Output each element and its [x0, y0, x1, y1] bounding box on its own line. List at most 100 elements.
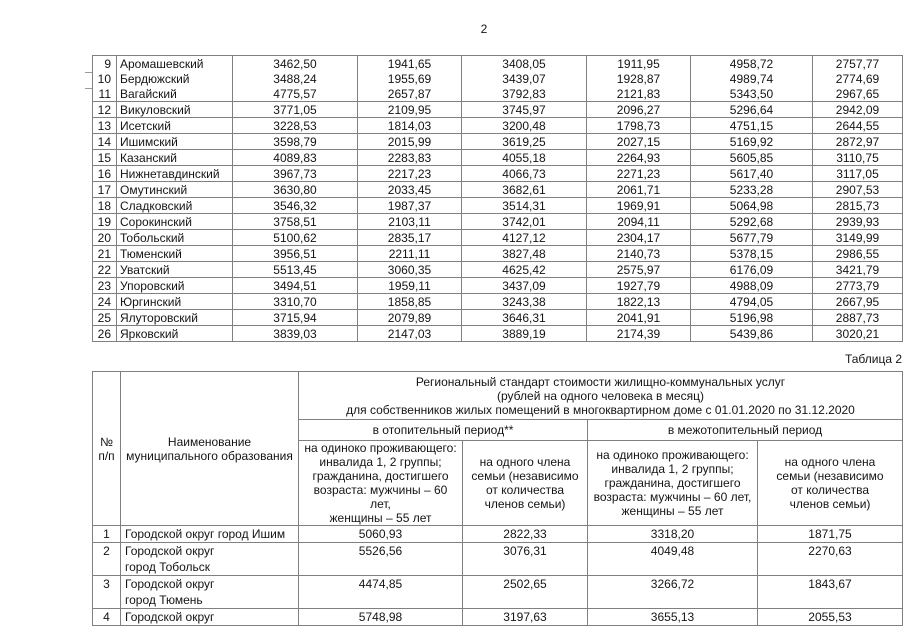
value-cell: 2264,93 — [586, 149, 691, 166]
value-cell: 3655,13 — [587, 608, 758, 626]
text-line: членов семьи) — [789, 497, 871, 511]
row-border-artifact — [85, 88, 92, 89]
value-cell: 2872,97 — [812, 133, 903, 150]
text-line: на одного члена — [479, 455, 571, 469]
value-cell: 2657,87 — [357, 86, 462, 102]
row-number-cell: 15 — [92, 149, 117, 166]
value-cell: 1941,65 — [357, 55, 462, 71]
value-cell: 2094,11 — [586, 213, 691, 230]
district-row: 16 Нижнетавдинский 3967,73 2217,23 4066,73 22… — [92, 165, 903, 182]
value-cell: 2121,83 — [586, 86, 691, 102]
value-cell: 2041,91 — [586, 309, 691, 326]
value-cell: 3020,21 — [812, 325, 903, 342]
row-number-cell: 22 — [92, 261, 117, 278]
value-cell: 3318,20 — [587, 525, 758, 543]
value-cell: 3839,03 — [232, 325, 358, 342]
value-cell: 5100,62 — [232, 229, 358, 246]
value-cell: 3745,97 — [461, 101, 587, 118]
value-cell: 5343,50 — [690, 86, 813, 102]
value-cell: 3060,35 — [357, 261, 462, 278]
value-cell: 2967,65 — [812, 86, 903, 102]
value-cell: 2055,53 — [757, 608, 903, 626]
header-row-title: № п/п Наименование муниципального образов… — [92, 371, 903, 526]
district-name-cell: Ялуторовский — [116, 309, 233, 326]
value-cell: 5060,93 — [298, 525, 463, 543]
value-cell: 2667,95 — [812, 293, 903, 310]
value-cell: 3243,38 — [461, 293, 587, 310]
value-cell: 2815,73 — [812, 197, 903, 214]
value-cell: 4794,05 — [690, 293, 813, 310]
header-nonheating-period-cell: в межотопительный период — [587, 419, 903, 441]
municipality-row: 4 Городской округ 5748,98 3197,63 3655,13 205… — [92, 608, 903, 626]
value-cell: 5605,85 — [690, 149, 813, 166]
district-row: 19 Сорокинский 3758,51 2103,11 3742,01 2094,1… — [92, 213, 903, 230]
value-cell: 2644,55 — [812, 117, 903, 134]
text-line: гражданина, достигшего — [312, 469, 449, 483]
district-name-cell: Нижнетавдинский — [116, 165, 233, 182]
regional-standard-table: № п/п Наименование муниципального образов… — [92, 371, 903, 626]
row-number-cell: 26 — [92, 325, 117, 342]
value-cell: 2774,69 — [812, 71, 903, 86]
value-cell: 3715,94 — [232, 309, 358, 326]
row-number-cell: 1 — [92, 525, 121, 543]
value-cell: 3630,80 — [232, 181, 358, 198]
value-cell: 2271,23 — [586, 165, 691, 182]
district-row: 14 Ишимский 3598,79 2015,99 3619,25 2027,15 51… — [92, 133, 903, 150]
district-row: 17 Омутинский 3630,80 2033,45 3682,61 2061,71… — [92, 181, 903, 198]
value-cell: 4625,42 — [461, 261, 587, 278]
value-cell: 3437,09 — [461, 277, 587, 294]
municipality-name-cell: Городской округ — [120, 608, 299, 626]
header-heating-family-cell: на одного члена семьи (независимо от колич… — [462, 440, 588, 526]
value-cell: 4989,74 — [690, 71, 813, 86]
municipality-name-cell: Городской округ город Тобольск — [120, 542, 299, 576]
district-name-cell: Аромашевский — [116, 55, 233, 71]
row-number-cell: 21 — [92, 245, 117, 262]
value-cell: 3462,50 — [232, 55, 358, 71]
value-cell: 2502,65 — [462, 575, 588, 609]
row-number-cell: 16 — [92, 165, 117, 182]
value-cell: 2835,17 — [357, 229, 462, 246]
text-line: инвалида 1, 2 группы; — [611, 462, 734, 476]
row-number-cell: 10 — [92, 71, 117, 86]
value-cell: 2061,71 — [586, 181, 691, 198]
text-line: Городской округ — [125, 610, 215, 624]
value-cell: 2211,11 — [357, 245, 462, 262]
value-cell: 3514,31 — [461, 197, 587, 214]
value-cell: 3488,24 — [232, 71, 358, 86]
value-cell: 2096,27 — [586, 101, 691, 118]
district-name-cell: Тобольский — [116, 229, 233, 246]
municipality-row: 3 Городской округ город Тюмень 4474,85 2502,… — [92, 575, 903, 609]
value-cell: 3266,72 — [587, 575, 758, 609]
value-cell: 3149,99 — [812, 229, 903, 246]
row-number-cell: 24 — [92, 293, 117, 310]
header-standard-title-cell: Региональный стандарт стоимости жилищно-… — [298, 371, 903, 420]
row-number-cell: 25 — [92, 309, 117, 326]
row-number-cell: 20 — [92, 229, 117, 246]
text-line: семьи (независимо — [471, 469, 579, 483]
value-cell: 2757,77 — [812, 55, 903, 71]
row-number-cell: 12 — [92, 101, 117, 118]
district-name-cell: Упоровский — [116, 277, 233, 294]
district-row: 12 Викуловский 3771,05 2109,95 3745,97 2096,2… — [92, 101, 903, 118]
district-row: 22 Уватский 5513,45 3060,35 4625,42 2575,97 61… — [92, 261, 903, 278]
value-cell: 2015,99 — [357, 133, 462, 150]
value-cell: 5748,98 — [298, 608, 463, 626]
district-row: 20 Тобольский 5100,62 2835,17 4127,12 2304,17… — [92, 229, 903, 246]
value-cell: 5169,92 — [690, 133, 813, 150]
value-cell: 2939,93 — [812, 213, 903, 230]
value-cell: 3408,05 — [461, 55, 587, 71]
district-name-cell: Казанский — [116, 149, 233, 166]
text-line: женщины – 55 лет — [621, 504, 724, 518]
value-cell: 4089,83 — [232, 149, 358, 166]
text-line: Городской округ город Ишим — [125, 527, 286, 541]
district-name-cell: Ишимский — [116, 133, 233, 150]
value-cell: 1814,03 — [357, 117, 462, 134]
text-line: женщины – 55 лет — [329, 511, 432, 525]
value-cell: 2304,17 — [586, 229, 691, 246]
header-nonheating-family-cell: на одного члена семьи (независимо от колич… — [757, 440, 903, 526]
value-cell: 2103,11 — [357, 213, 462, 230]
value-cell: 4958,72 — [690, 55, 813, 71]
value-cell: 5526,56 — [298, 542, 463, 576]
value-cell: 3646,31 — [461, 309, 587, 326]
value-cell: 5513,45 — [232, 261, 358, 278]
